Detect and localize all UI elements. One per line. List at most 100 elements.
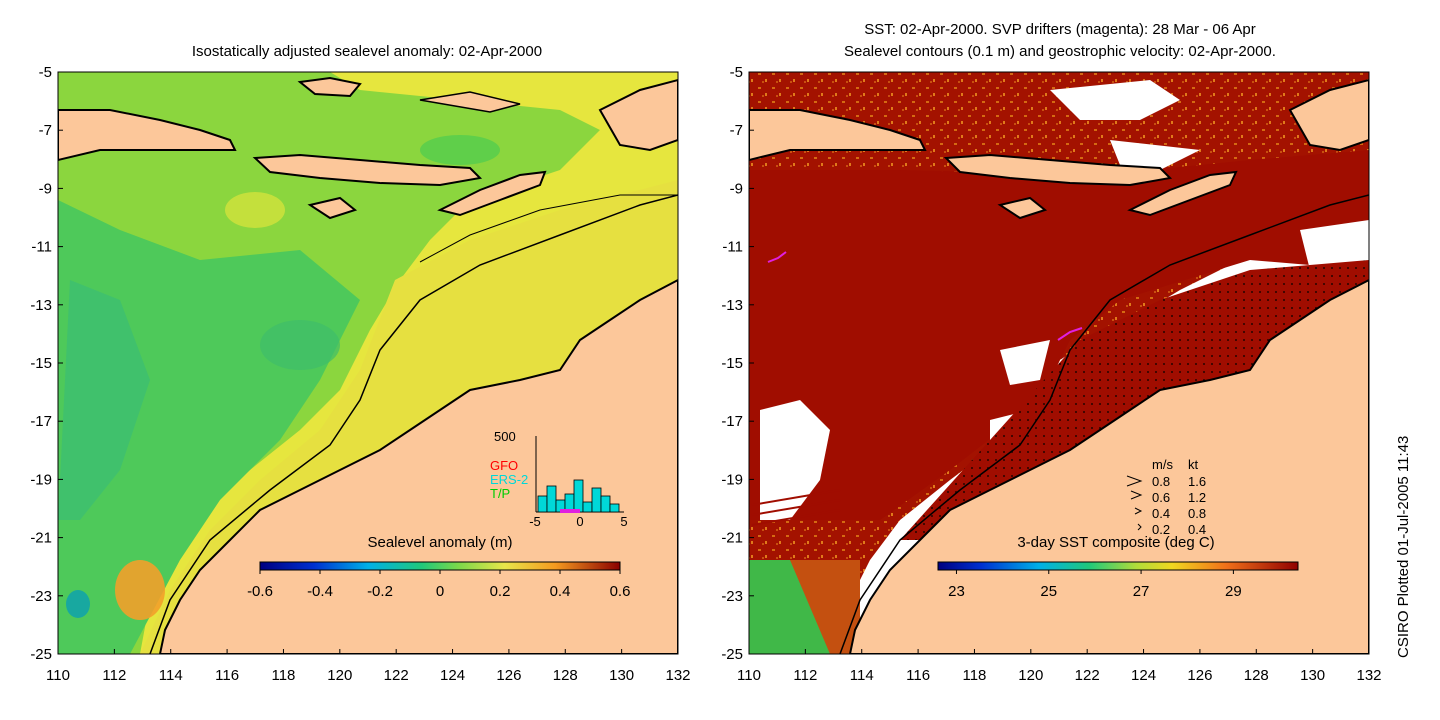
lat-tick-label: -15: [30, 355, 52, 372]
hist-bar: [609, 503, 620, 513]
lon-tick-label: 122: [1075, 667, 1100, 684]
lon-tick-label: 128: [553, 667, 578, 684]
lon-tick-label: 128: [1244, 667, 1269, 684]
lon-tick-label: 118: [962, 667, 986, 684]
lat-tick-label: -25: [721, 646, 743, 663]
colorbar-tick-label: 0.2: [490, 583, 511, 600]
right-panel-title-1: SST: 02-Apr-2000. SVP drifters (magenta)…: [864, 21, 1256, 38]
hist-bar: [537, 495, 548, 513]
velocity-ms: 0.2: [1152, 522, 1170, 537]
lon-tick-label: 124: [1131, 667, 1156, 684]
left-map: [58, 72, 678, 654]
lon-tick-label: 120: [327, 667, 352, 684]
velocity-kt: 0.4: [1188, 522, 1206, 537]
lat-tick-label: -7: [730, 122, 743, 139]
colorbar-tick-label: -0.4: [307, 583, 333, 600]
lon-tick-label: 132: [1356, 667, 1381, 684]
velocity-ms: 0.8: [1152, 474, 1170, 489]
colorbar-tick-label: 23: [948, 583, 965, 600]
axes-labels: -5 -7 -9 -11 -13 -15 -17 -19 -21 -23 -25 110 112 114 1…: [30, 64, 1381, 684]
hist-bar: [591, 487, 602, 513]
lat-tick-label: -23: [721, 588, 743, 605]
lat-tick-label: -25: [30, 646, 52, 663]
lon-tick-label: 116: [906, 667, 930, 684]
left-panel-title: Isostatically adjusted sealevel anomaly:…: [192, 43, 542, 60]
left-colorbar-ticks: -0.6 -0.4 -0.2 0 0.2 0.4 0.6: [247, 570, 630, 600]
lon-tick-label: 130: [1300, 667, 1325, 684]
lat-tick-label: -21: [721, 530, 743, 547]
lat-tick-label: -19: [30, 471, 52, 488]
credit-text: CSIRO Plotted 01-Jul-2005 11:43: [1395, 436, 1412, 658]
lon-tick-label: 116: [215, 667, 239, 684]
legend-gfo: GFO: [490, 458, 518, 473]
lon-tick-label: 132: [665, 667, 690, 684]
hist-bar: [582, 501, 593, 513]
lat-tick-label: -19: [721, 471, 743, 488]
lon-tick-label: 122: [384, 667, 409, 684]
velocity-legend-kt-header: kt: [1188, 457, 1199, 472]
arrow-icon: [1137, 523, 1142, 531]
lon-tick-label: 130: [609, 667, 634, 684]
hist-bar: [600, 495, 611, 513]
lon-tick-label: 120: [1018, 667, 1043, 684]
arrow-icon: [1134, 507, 1143, 515]
lon-tick-label: 114: [850, 667, 874, 684]
lat-tick-label: -7: [39, 122, 52, 139]
lon-tick-label: 118: [271, 667, 295, 684]
velocity-ms: 0.6: [1152, 490, 1170, 505]
lat-tick-label: -5: [39, 64, 52, 81]
lat-tick-label: -17: [721, 413, 743, 430]
velocity-legend: m/s kt 0.8 1.6 0.6 1.2 0.4 0.8 0.2 0.4: [1126, 457, 1206, 537]
colorbar-tick-label: 25: [1040, 583, 1057, 600]
lat-tick-label: -11: [31, 239, 52, 256]
lon-tick-label: 126: [1187, 667, 1212, 684]
hist-xtick: -5: [529, 514, 541, 529]
velocity-kt: 0.8: [1188, 506, 1206, 521]
colorbar-tick-label: 29: [1225, 583, 1242, 600]
hist-bar: [546, 485, 557, 513]
lat-tick-label: -13: [30, 297, 52, 314]
hist-xtick: 5: [620, 514, 627, 529]
lon-tick-label: 110: [737, 667, 761, 684]
colorbar-tick-label: 0.6: [610, 583, 631, 600]
lon-tick-label: 112: [793, 667, 817, 684]
right-colorbar-title: 3-day SST composite (deg C): [1017, 534, 1214, 551]
lat-tick-label: -15: [721, 355, 743, 372]
right-panel-title-2: Sealevel contours (0.1 m) and geostrophi…: [844, 43, 1276, 60]
lat-tick-label: -13: [721, 297, 743, 314]
lon-tick-label: 126: [496, 667, 521, 684]
hist-xtick: 0: [576, 514, 583, 529]
left-colorbar: [259, 561, 621, 571]
right-map: [749, 72, 1369, 654]
lat-tick-label: -9: [730, 180, 743, 197]
arrow-icon: [1126, 475, 1143, 487]
velocity-legend-ms-header: m/s: [1152, 457, 1173, 472]
histogram-inset: 500 GFO ERS-2 T/P -5 0 5: [490, 429, 628, 529]
lat-tick-label: -5: [730, 64, 743, 81]
left-colorbar-title: Sealevel anomaly (m): [367, 534, 512, 551]
colorbar-tick-label: -0.2: [367, 583, 393, 600]
colorbar-tick-label: -0.6: [247, 583, 273, 600]
colorbar-tick-label: 0.4: [550, 583, 571, 600]
hist-bar: [573, 479, 584, 513]
right-colorbar-ticks: 23 25 27 29: [948, 570, 1242, 600]
lon-tick-label: 114: [159, 667, 183, 684]
arrow-icon: [1130, 490, 1143, 500]
lat-tick-label: -17: [30, 413, 52, 430]
lat-tick-label: -11: [722, 239, 743, 256]
lon-tick-label: 112: [102, 667, 126, 684]
colorbar-tick-label: 27: [1133, 583, 1150, 600]
velocity-ms: 0.4: [1152, 506, 1170, 521]
lat-tick-label: -21: [30, 530, 52, 547]
lat-tick-label: -23: [30, 588, 52, 605]
lon-tick-label: 124: [440, 667, 465, 684]
velocity-kt: 1.6: [1188, 474, 1206, 489]
right-colorbar: [937, 561, 1299, 571]
lat-tick-label: -9: [39, 180, 52, 197]
legend-ers2: ERS-2: [490, 472, 528, 487]
colorbar-tick-label: 0: [436, 583, 444, 600]
lon-tick-label: 110: [46, 667, 70, 684]
legend-tp: T/P: [490, 486, 510, 501]
hist-ymax: 500: [494, 429, 516, 444]
